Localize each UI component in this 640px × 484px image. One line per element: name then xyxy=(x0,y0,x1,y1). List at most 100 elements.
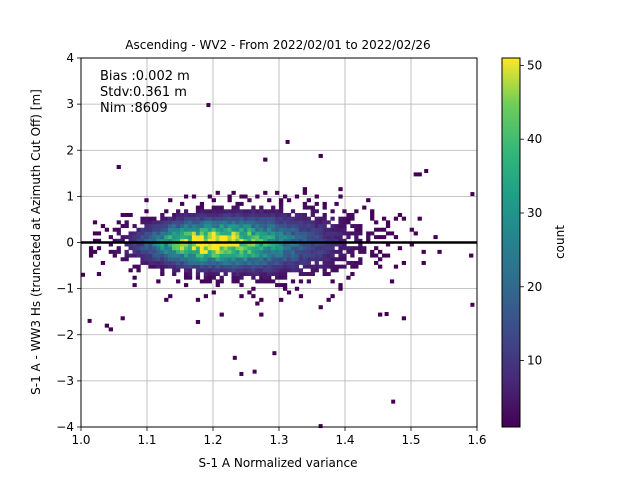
heatmap-cell xyxy=(290,268,296,273)
heatmap-cell xyxy=(275,238,280,243)
heatmap-cell xyxy=(160,242,165,247)
heatmap-cell xyxy=(247,235,252,240)
heatmap-cell xyxy=(350,212,355,217)
heatmap-cell xyxy=(172,227,177,232)
heatmap-cell xyxy=(275,190,280,195)
heatmap-cell xyxy=(247,224,252,229)
heatmap-cell xyxy=(227,238,232,243)
heatmap-cell xyxy=(231,260,236,265)
heatmap-cell xyxy=(203,272,209,277)
heatmap-cell xyxy=(298,235,304,240)
heatmap-cell xyxy=(342,224,347,229)
heatmap-cell xyxy=(338,231,343,236)
heatmap-cell xyxy=(330,257,335,262)
heatmap-cell xyxy=(195,275,201,280)
heatmap-cell xyxy=(275,246,280,251)
heatmap-cell xyxy=(342,227,347,232)
heatmap-cell xyxy=(290,264,296,269)
heatmap-cell xyxy=(263,264,268,269)
heatmap-cell xyxy=(282,268,288,273)
heatmap-cell xyxy=(164,231,169,236)
heatmap-cell xyxy=(195,264,201,269)
heatmap-cell xyxy=(255,231,260,236)
heatmap-cell xyxy=(172,212,177,217)
heatmap-cell xyxy=(183,216,189,221)
heatmap-cell xyxy=(227,235,232,240)
heatmap-cell xyxy=(290,257,296,262)
heatmap-cell xyxy=(338,216,343,221)
heatmap-cell xyxy=(326,246,331,251)
heatmap-cell xyxy=(267,227,272,232)
heatmap-cell xyxy=(140,235,145,240)
heatmap-cell xyxy=(286,224,292,229)
heatmap-cell xyxy=(215,216,220,221)
heatmap-cell xyxy=(144,231,149,236)
heatmap-cell xyxy=(286,242,292,247)
heatmap-cell xyxy=(282,212,288,217)
heatmap-cell xyxy=(215,268,220,273)
heatmap-cell xyxy=(378,235,383,240)
heatmap-cell xyxy=(243,268,248,273)
heatmap-cell xyxy=(180,216,185,221)
heatmap-cell xyxy=(160,220,165,225)
heatmap-cell xyxy=(199,253,205,258)
heatmap-cell xyxy=(203,227,209,232)
heatmap-cell xyxy=(191,194,197,199)
heatmap-cell xyxy=(267,257,272,262)
heatmap-cell xyxy=(255,238,260,243)
heatmap-cell xyxy=(144,260,149,265)
heatmap-cell xyxy=(314,264,319,269)
heatmap-cell xyxy=(223,224,228,229)
heatmap-cell xyxy=(136,268,141,273)
heatmap-cell xyxy=(227,264,232,269)
heatmap-cell xyxy=(223,242,228,247)
heatmap-cell xyxy=(128,238,133,243)
heatmap-cell xyxy=(180,201,185,206)
heatmap-cell xyxy=(132,238,137,243)
heatmap-cell xyxy=(326,238,331,243)
heatmap-cell xyxy=(92,231,98,236)
heatmap-cell xyxy=(235,275,240,280)
heatmap-cell xyxy=(140,249,145,254)
heatmap-cell xyxy=(251,235,256,240)
heatmap-cell xyxy=(342,246,347,251)
heatmap-cell xyxy=(164,264,169,269)
heatmap-cell xyxy=(350,264,355,269)
heatmap-cell xyxy=(255,268,260,273)
heatmap-cell xyxy=(378,312,383,317)
heatmap-cell xyxy=(195,242,201,247)
heatmap-cell xyxy=(152,253,157,258)
heatmap-cell xyxy=(358,246,363,251)
heatmap-cell xyxy=(374,260,379,265)
heatmap-cell xyxy=(255,216,260,221)
heatmap-cell xyxy=(294,231,300,236)
heatmap-cell xyxy=(267,209,272,214)
heatmap-cell xyxy=(330,242,335,247)
heatmap-cell xyxy=(275,249,280,254)
heatmap-cell xyxy=(279,238,284,243)
heatmap-cell xyxy=(298,257,304,262)
heatmap-cell xyxy=(298,268,304,273)
heatmap-cell xyxy=(152,238,157,243)
y-tick-label: −2 xyxy=(56,328,74,342)
heatmap-cell xyxy=(235,279,240,284)
heatmap-cell xyxy=(437,249,442,254)
heatmap-cell xyxy=(183,209,189,214)
heatmap-cell xyxy=(140,242,145,247)
heatmap-cell xyxy=(259,249,264,254)
heatmap-cell xyxy=(279,235,284,240)
heatmap-cell xyxy=(180,242,185,247)
heatmap-cell xyxy=(259,253,264,258)
heatmap-cell xyxy=(132,264,137,269)
heatmap-cell xyxy=(172,253,177,258)
heatmap-cell xyxy=(183,272,189,277)
heatmap-cells xyxy=(81,103,475,429)
heatmap-cell xyxy=(215,242,220,247)
heatmap-cell xyxy=(263,257,268,262)
heatmap-cell xyxy=(235,268,240,273)
heatmap-cell xyxy=(227,198,232,203)
heatmap-cell xyxy=(326,264,331,269)
heatmap-cell xyxy=(183,235,189,240)
heatmap-cell xyxy=(243,235,248,240)
heatmap-cell xyxy=(255,257,260,262)
